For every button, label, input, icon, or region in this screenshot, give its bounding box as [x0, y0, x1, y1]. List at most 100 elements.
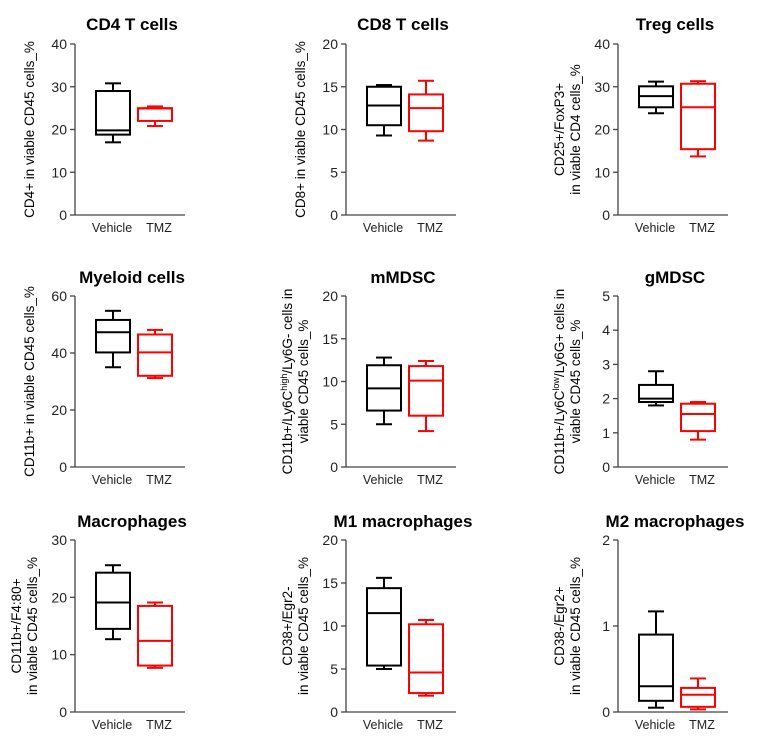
y-tick-label: 0 — [602, 459, 610, 475]
iqr-box — [408, 93, 444, 133]
panel-gmdsc: gMDSC 0 1 2 3 4 5 CD11b+/Ly6Clow/Ly6G+ cells in… — [551, 268, 728, 487]
panel-m1-macrophages: M1 macrophages 0 5 10 15 20 CD38+/Egr2- in viab… — [280, 512, 472, 732]
y-axis-label-text: CD25+/FoxP3+ — [552, 83, 567, 176]
box-vehicle — [366, 576, 402, 670]
y-tick-label: 30 — [51, 532, 67, 548]
y-tick-label: 2 — [602, 532, 610, 548]
y-tick-label: 0 — [59, 704, 67, 720]
box-vehicle — [638, 610, 674, 709]
y-axis-label-text: CD11b+ in viable CD45 cells_% — [22, 286, 37, 477]
x-category-label: Vehicle — [363, 221, 403, 235]
iqr-box — [366, 587, 402, 667]
y-axis-label-text: /Ly6G- cells in — [280, 289, 295, 374]
x-category-label: TMZ — [417, 718, 443, 732]
chart-title: mMDSC — [370, 268, 435, 287]
y-tick-label: 30 — [594, 79, 610, 95]
y-tick-label: 15 — [322, 575, 338, 591]
box-vehicle — [366, 84, 402, 137]
y-tick-label: 3 — [602, 356, 610, 372]
panel-myeloid-cells: Myeloid cells 0 20 40 60 CD11b+ in viable CD4… — [22, 268, 185, 487]
chart-title: M1 macrophages — [334, 512, 473, 531]
y-tick-label: 40 — [51, 36, 67, 52]
y-tick-label: 5 — [330, 164, 338, 180]
y-axis-label: CD4+ in viable CD45 cells_% — [22, 41, 37, 218]
y-tick-label: 20 — [51, 589, 67, 605]
y-axis-label-text: CD4+ in viable CD45 cells_% — [22, 41, 37, 218]
y-axis-label: CD38+/Egr2- — [280, 586, 295, 665]
y-axis-label-text: CD11b+/Ly6C — [552, 390, 567, 474]
y-tick-label: 10 — [322, 618, 338, 634]
y-axis-label-text: in viable CD45 cells_% — [568, 557, 583, 695]
iqr-box — [408, 623, 444, 695]
box-vehicle — [366, 356, 402, 426]
iqr-box — [95, 90, 131, 136]
y-tick-label: 5 — [602, 288, 610, 304]
y-axis-label-text: viable CD45 cells_% — [568, 320, 583, 444]
y-tick-label: 0 — [602, 704, 610, 720]
y-tick-label: 0 — [330, 704, 338, 720]
box-vehicle — [95, 82, 131, 144]
y-axis-label: CD25+/FoxP3+ — [552, 83, 567, 176]
iqr-box — [680, 82, 716, 151]
box-tmz — [137, 328, 173, 380]
x-category-label: TMZ — [689, 221, 715, 235]
y-tick-label: 30 — [51, 79, 67, 95]
x-category-label: Vehicle — [635, 718, 675, 732]
chart-title: M2 macrophages — [606, 512, 745, 531]
y-tick-label: 40 — [594, 36, 610, 52]
y-tick-label: 15 — [322, 79, 338, 95]
y-tick-label: 20 — [322, 36, 338, 52]
y-axis-label: CD11b+/F4:80+ — [9, 578, 24, 673]
chart-title: Macrophages — [77, 512, 187, 531]
y-axis-label-text: in viable CD4 cells_% — [568, 64, 583, 195]
chart-title: Treg cells — [636, 15, 714, 34]
y-axis-label: CD11b+/Ly6Clow/Ly6G+ cells in — [551, 289, 567, 475]
chart-title: CD8 T cells — [357, 15, 449, 34]
iqr-box — [95, 571, 131, 630]
y-axis-label: CD11b+/Ly6Chigh/Ly6G- cells in — [279, 289, 295, 475]
y-tick-label: 0 — [330, 207, 338, 223]
iqr-box — [680, 686, 716, 708]
x-category-label: Vehicle — [92, 718, 132, 732]
y-axis-label: viable CD45 cells_% — [296, 320, 311, 444]
y-tick-label: 0 — [330, 459, 338, 475]
x-category-label: Vehicle — [92, 221, 132, 235]
y-tick-label: 60 — [51, 288, 67, 304]
y-tick-label: 10 — [51, 647, 67, 663]
y-tick-label: 20 — [594, 122, 610, 138]
box-tmz — [408, 618, 444, 697]
y-tick-label: 20 — [51, 122, 67, 138]
y-tick-label: 5 — [330, 416, 338, 432]
y-tick-label: 0 — [602, 207, 610, 223]
iqr-box — [137, 107, 173, 122]
y-tick-label: 0 — [59, 207, 67, 223]
x-category-label: Vehicle — [635, 473, 675, 487]
y-tick-label: 20 — [322, 288, 338, 304]
x-category-label: Vehicle — [363, 473, 403, 487]
y-axis-label: CD11b+ in viable CD45 cells_% — [22, 286, 37, 477]
panel-treg-cells: Treg cells 0 10 20 30 40 CD25+/FoxP3+ in viable… — [552, 15, 728, 235]
x-category-label: TMZ — [417, 473, 443, 487]
y-axis-label-text: CD8+ in viable CD45 cells_% — [293, 41, 308, 218]
y-tick-label: 10 — [51, 164, 67, 180]
y-axis-label: CD38-/Egr2+ — [552, 586, 567, 665]
box-tmz — [137, 105, 173, 128]
y-tick-label: 1 — [602, 618, 610, 634]
panel-macrophages: Macrophages 0 10 20 30 CD11b+/F4:80+ in viable… — [9, 512, 187, 732]
box-vehicle — [638, 80, 674, 115]
x-category-label: Vehicle — [363, 718, 403, 732]
x-category-label: TMZ — [146, 473, 172, 487]
y-axis-label-text: CD38-/Egr2+ — [552, 586, 567, 665]
y-axis-label: viable CD45 cells_% — [568, 320, 583, 444]
box-vehicle — [95, 564, 131, 641]
panel-cd4-t-cells: CD4 T cells 0 10 20 30 40 CD4+ in viable CD45 … — [22, 15, 185, 235]
x-category-label: Vehicle — [635, 221, 675, 235]
chart-title: CD4 T cells — [86, 15, 178, 34]
y-tick-label: 15 — [322, 331, 338, 347]
iqr-box — [408, 365, 444, 417]
panel-mmdsc: mMDSC 0 5 10 15 20 CD11b+/Ly6Chigh/Ly6G- cells… — [279, 268, 456, 487]
y-axis-label: in viable CD45 cells_% — [296, 557, 311, 695]
x-category-label: TMZ — [146, 221, 172, 235]
y-axis-label: in viable CD45 cells_% — [25, 557, 40, 695]
y-axis-label: in viable CD4 cells_% — [568, 64, 583, 195]
